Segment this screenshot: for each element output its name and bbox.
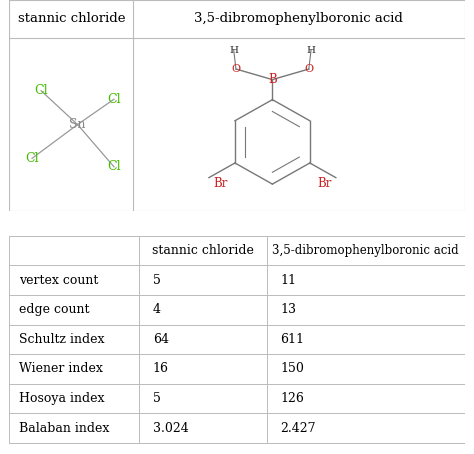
Text: Br: Br (317, 178, 332, 191)
Text: 5: 5 (153, 274, 161, 287)
Text: Schultz index: Schultz index (18, 333, 104, 346)
Text: stannic chloride: stannic chloride (18, 13, 125, 25)
Text: H: H (307, 45, 316, 54)
Text: 3.024: 3.024 (153, 422, 189, 434)
Text: 64: 64 (153, 333, 169, 346)
Text: 16: 16 (153, 362, 169, 375)
Text: 2.427: 2.427 (280, 422, 316, 434)
Text: stannic chloride: stannic chloride (152, 244, 254, 257)
Text: O: O (231, 64, 240, 74)
Text: H: H (229, 45, 238, 54)
Text: Cl: Cl (25, 152, 39, 165)
Text: 3,5-dibromophenylboronic acid: 3,5-dibromophenylboronic acid (194, 13, 403, 25)
Text: B: B (268, 73, 277, 86)
Text: edge count: edge count (18, 303, 89, 316)
FancyBboxPatch shape (9, 0, 465, 211)
Text: 4: 4 (153, 303, 161, 316)
Text: 126: 126 (280, 392, 304, 405)
Text: Balaban index: Balaban index (18, 422, 109, 434)
Text: Cl: Cl (107, 93, 121, 106)
Text: O: O (304, 64, 313, 74)
Text: Sn: Sn (69, 118, 86, 131)
Text: 3,5-dibromophenylboronic acid: 3,5-dibromophenylboronic acid (272, 244, 459, 257)
Text: Br: Br (213, 178, 228, 191)
Text: 150: 150 (280, 362, 304, 375)
Text: 611: 611 (280, 333, 304, 346)
Text: 13: 13 (280, 303, 296, 316)
Text: 11: 11 (280, 274, 296, 287)
Text: Wiener index: Wiener index (18, 362, 102, 375)
Text: Hosoya index: Hosoya index (18, 392, 104, 405)
Text: Cl: Cl (107, 160, 121, 173)
FancyBboxPatch shape (9, 236, 465, 443)
Text: vertex count: vertex count (18, 274, 98, 287)
Text: Cl: Cl (34, 84, 48, 97)
Text: 5: 5 (153, 392, 161, 405)
